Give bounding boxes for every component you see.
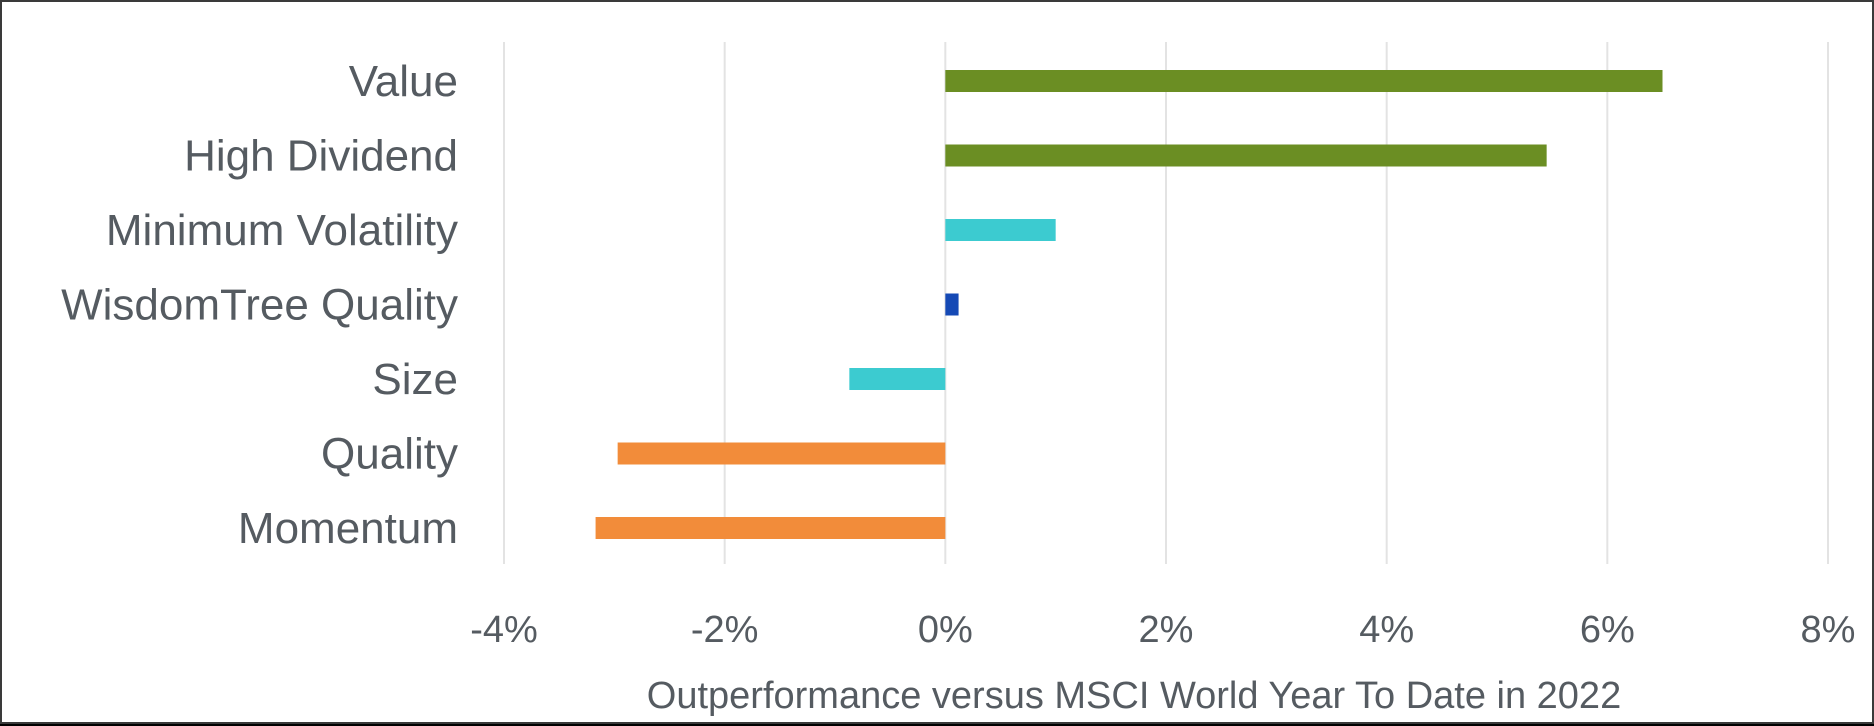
x-tick-label: 4% <box>1359 609 1414 651</box>
bar-minimum-volatility <box>945 219 1056 241</box>
bar-momentum <box>595 517 946 539</box>
gridlines <box>503 42 1829 564</box>
x-axis-title: Outperformance versus MSCI World Year To… <box>647 675 1621 717</box>
bars <box>595 70 1663 539</box>
x-tick-label: 0% <box>918 609 973 651</box>
category-label: WisdomTree Quality <box>61 281 458 330</box>
category-labels: Value High Dividend Minimum Volatility Wisd… <box>61 57 458 553</box>
x-tick-label: 2% <box>1139 609 1194 651</box>
x-tick-label: -4% <box>470 609 538 651</box>
bar-quality <box>617 442 946 465</box>
category-label: Momentum <box>238 504 458 553</box>
bar-size <box>849 368 946 390</box>
category-label: Minimum Volatility <box>106 206 458 255</box>
x-tick-label: 6% <box>1580 609 1635 651</box>
bar-wisdomtree-quality <box>945 293 959 316</box>
x-tick-labels: -4% -2% 0% 2% 4% 6% 8% <box>470 609 1855 651</box>
category-label: High Dividend <box>184 132 458 181</box>
bar-value <box>945 70 1663 92</box>
category-label: Value <box>349 57 458 106</box>
x-tick-label: -2% <box>691 609 759 651</box>
x-tick-label: 8% <box>1801 609 1856 651</box>
bar-high-dividend <box>945 144 1547 167</box>
category-label: Quality <box>321 430 458 479</box>
category-label: Size <box>372 355 458 404</box>
